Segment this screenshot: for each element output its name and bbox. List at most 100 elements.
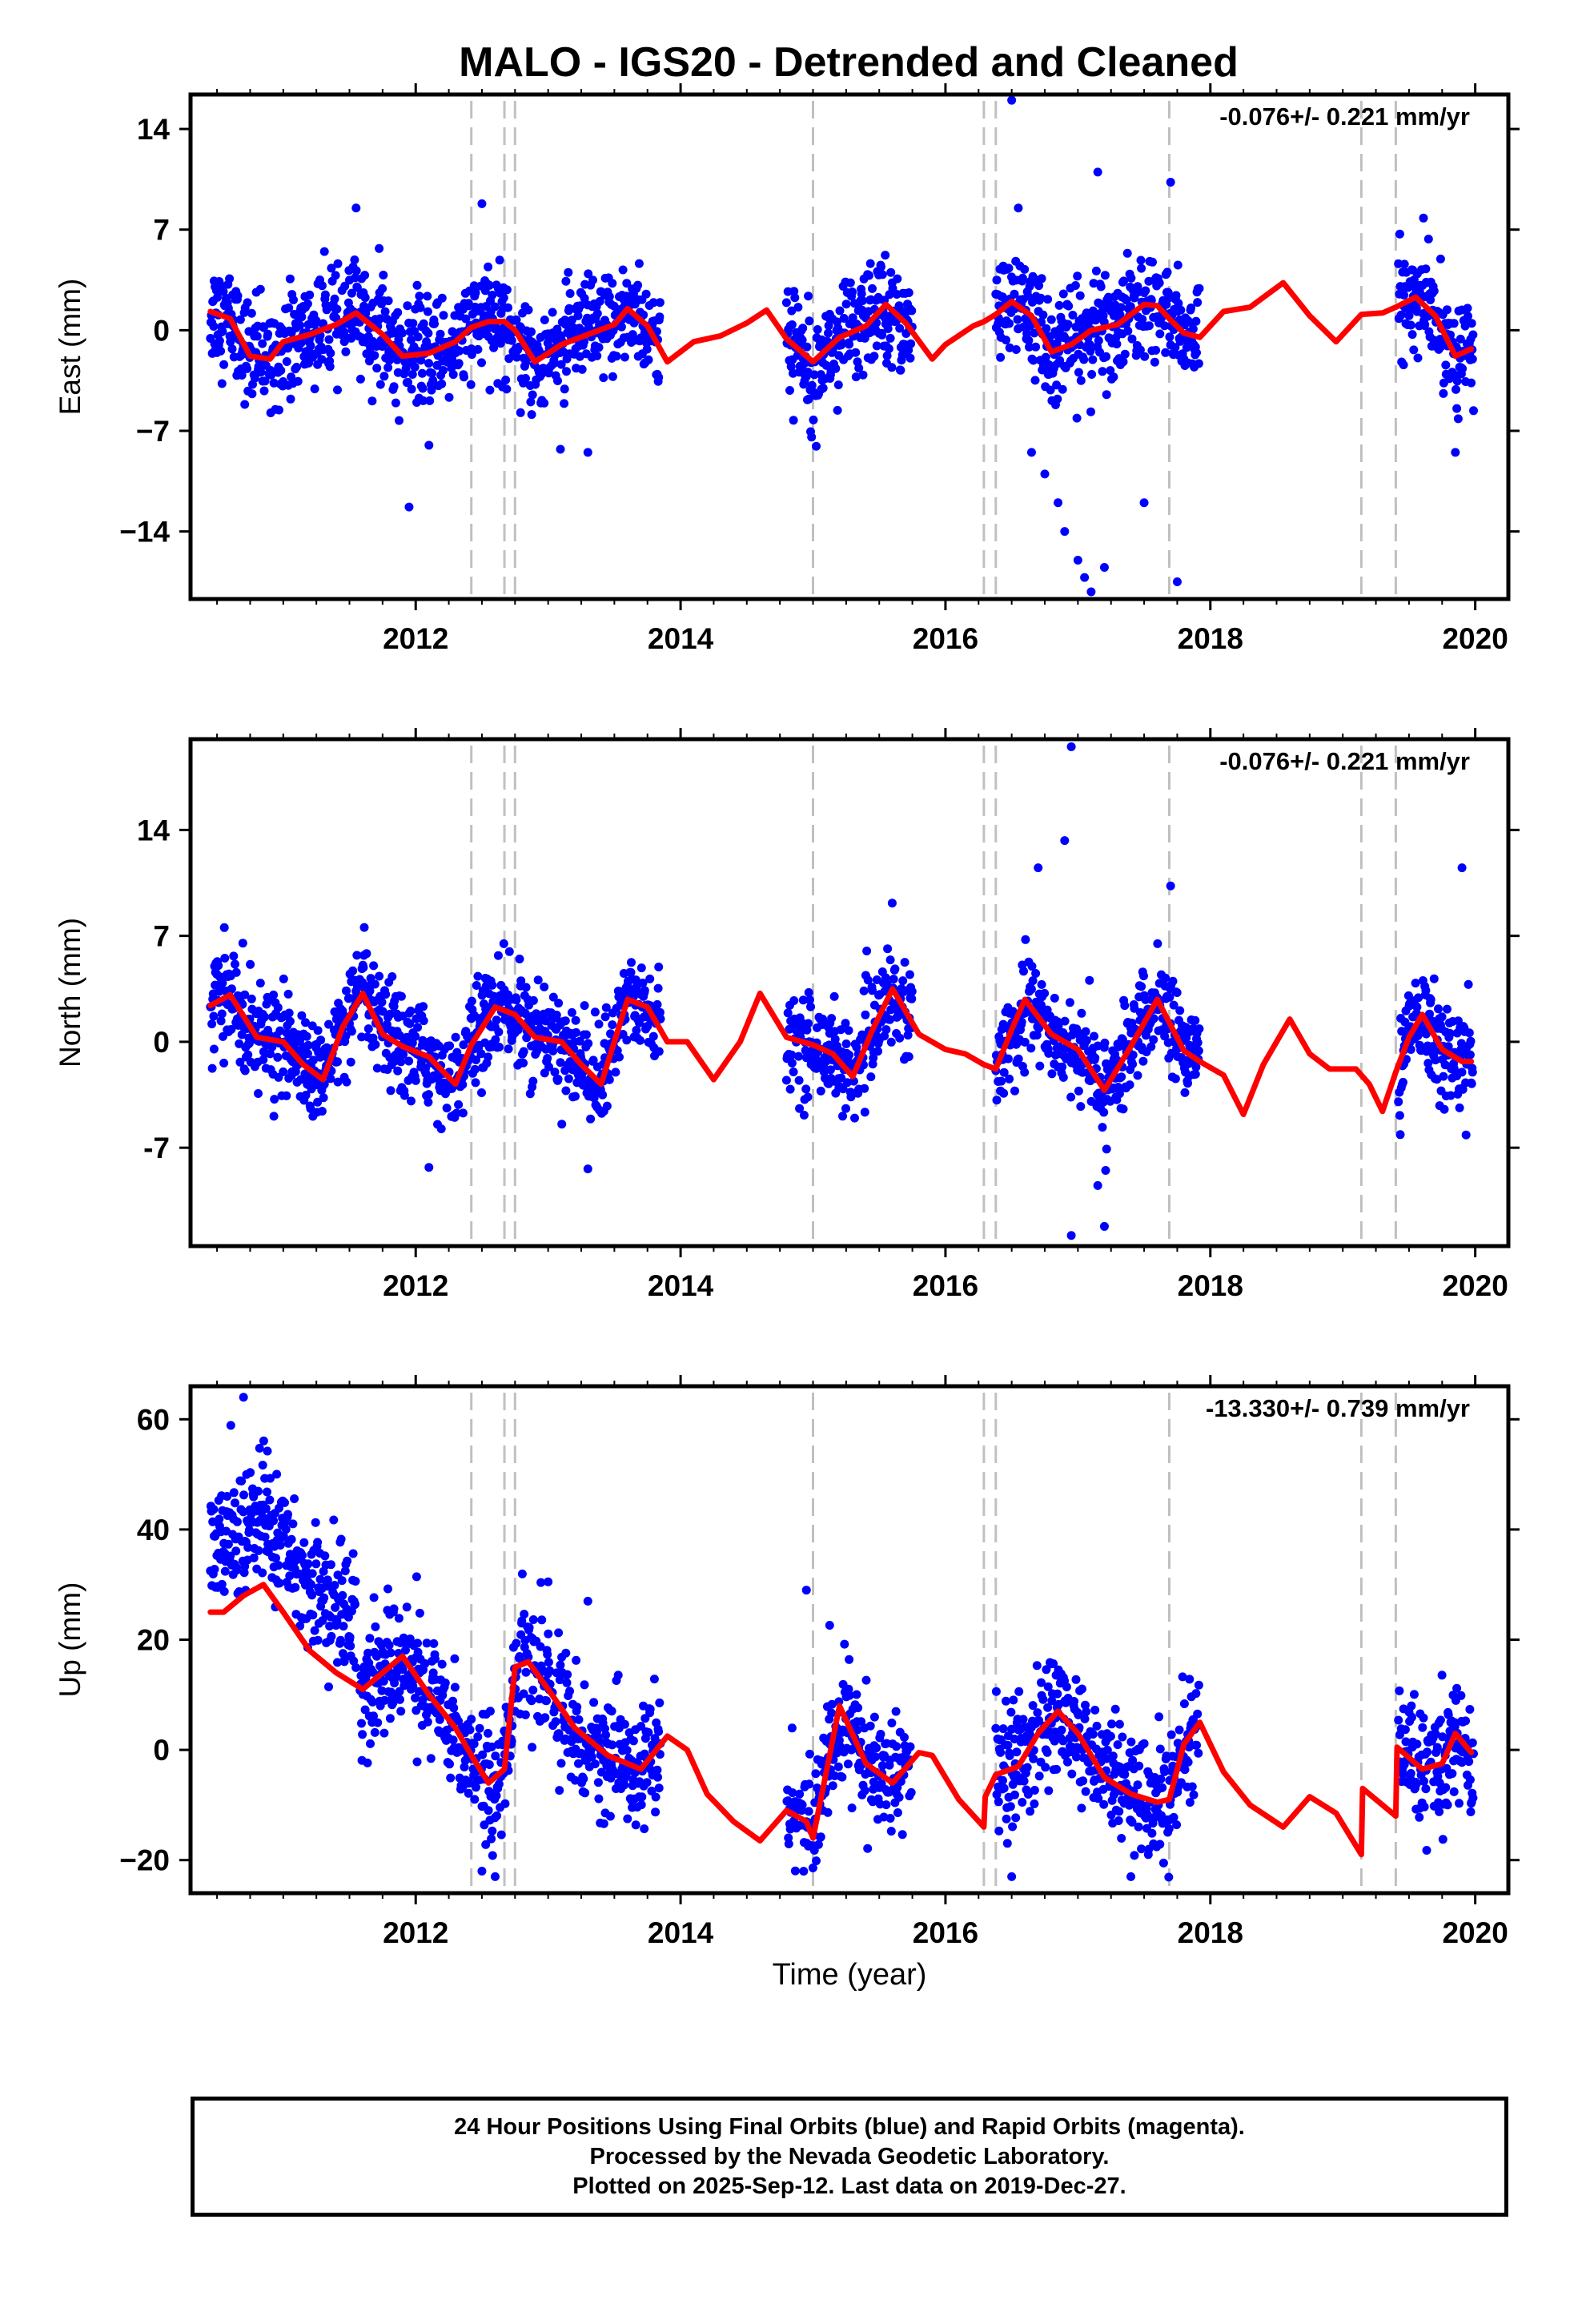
data-point [271,1554,280,1563]
data-point [1043,1682,1053,1691]
data-point [215,1514,224,1524]
data-point [413,1647,423,1657]
data-point [258,1568,267,1578]
data-point [1464,979,1473,989]
data-point [290,1494,299,1503]
y-tick-label: 0 [153,1026,170,1059]
data-point [282,357,291,366]
data-point [259,1436,268,1445]
data-point [1155,1839,1165,1849]
data-point [351,1663,361,1672]
data-point [1165,332,1174,342]
data-point [857,296,867,305]
data-point [813,325,822,334]
data-point [898,976,908,986]
data-point [1172,988,1182,997]
data-point [1406,320,1415,330]
data-point [261,1504,271,1514]
data-point [500,1799,510,1808]
data-point [315,1052,325,1062]
data-point [881,1800,891,1810]
data-point [319,1093,328,1103]
data-point [363,1758,372,1767]
data-point [352,283,362,292]
data-point [1133,1780,1142,1790]
data-point [1137,982,1146,991]
data-point [608,279,617,288]
data-point [1118,1104,1128,1114]
data-point [884,344,893,353]
data-point [1099,1108,1109,1117]
data-point [437,1659,447,1669]
data-point [537,1615,547,1625]
data-point [284,1008,294,1018]
data-point [403,301,412,311]
data-point [1113,1740,1122,1750]
data-point [454,1100,464,1109]
data-point [654,1783,664,1793]
data-point [1171,291,1181,300]
data-point [342,986,351,995]
data-point [608,372,617,381]
data-point [528,390,537,400]
data-point [654,1727,664,1736]
data-point [365,1634,375,1643]
data-point [793,303,803,312]
data-point [416,303,425,312]
data-point [1074,368,1083,377]
data-point [812,1856,821,1866]
data-point [1067,1769,1077,1779]
data-point [831,364,841,373]
data-point [863,975,873,985]
data-point [219,360,229,369]
data-point [380,307,390,316]
outlier-point [1040,469,1050,479]
data-point [540,398,549,408]
data-point [1053,394,1062,404]
data-point [655,298,665,308]
x-tick-label: 2018 [1178,1269,1243,1302]
data-point [369,1593,379,1602]
data-point [869,1712,879,1722]
data-point [1118,357,1128,367]
outlier-point [1166,881,1175,891]
data-point [905,970,914,979]
data-point [789,416,798,425]
data-point [905,353,915,363]
data-point [1180,1765,1190,1775]
data-point [396,1057,406,1067]
data-point [845,278,855,287]
data-point [1128,1050,1138,1059]
data-point [1119,276,1129,286]
data-point [1092,1721,1102,1731]
data-point [607,1707,616,1716]
data-point [1155,329,1165,339]
data-point [1464,1028,1474,1038]
data-point [1151,345,1161,355]
data-point [994,1797,1003,1807]
data-point [1090,1053,1100,1063]
data-point [907,994,917,1003]
data-point [827,1699,837,1709]
data-point [1044,1048,1054,1058]
data-point [872,341,881,351]
data-point [1037,979,1046,989]
data-point [467,996,476,1006]
data-point [837,340,846,350]
data-point [427,385,436,395]
data-point [1031,969,1041,978]
data-point [440,1679,450,1687]
data-point [634,1018,644,1027]
data-point [1011,1813,1021,1823]
data-point [1038,310,1048,320]
data-point [1164,1824,1174,1834]
data-point [1165,992,1174,1002]
data-point [408,319,418,328]
data-point [897,1830,907,1839]
data-point [872,1743,881,1753]
data-point [1041,352,1050,362]
data-point [1194,359,1203,368]
data-point [580,1680,589,1690]
data-point [834,1735,844,1745]
data-point [571,1092,580,1101]
